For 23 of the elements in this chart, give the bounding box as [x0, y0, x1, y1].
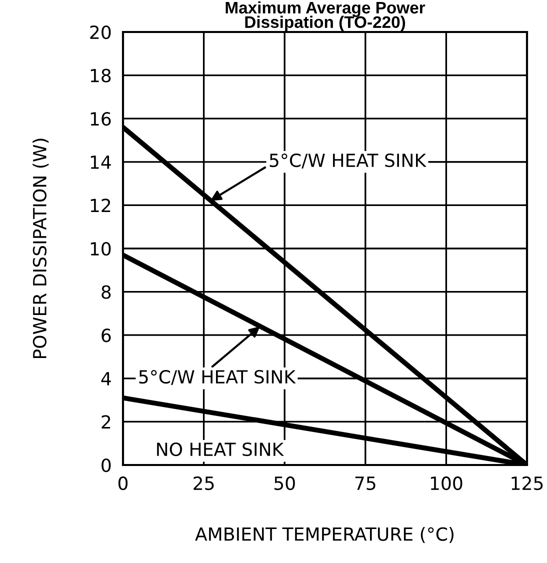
x-tick-label: 0 — [118, 476, 128, 490]
y-tick-label: 6 — [102, 328, 111, 342]
x-tick-label: 25 — [194, 476, 214, 490]
annotation: 5°C/W HEAT SINK — [270, 153, 426, 169]
chart-title: Maximum Average Power Dissipation (TO-220) — [226, 1, 426, 32]
y-tick-label: 16 — [90, 112, 111, 126]
x-tick-label: 75 — [355, 476, 376, 490]
x-axis-title: AMBIENT TEMPERATURE (°C) — [195, 526, 454, 544]
y-tick-label: 0 — [102, 458, 111, 472]
y-tick-label: 20 — [90, 25, 111, 40]
y-tick-label: 4 — [101, 372, 111, 386]
y-tick-label: 12 — [90, 198, 110, 212]
annotation: 5°C/W HEAT SINK — [139, 370, 296, 386]
x-tick-label: 50 — [274, 476, 295, 490]
x-tick-label: 125 — [512, 476, 543, 490]
y-tick-label: 2 — [102, 415, 110, 429]
x-tick-label: 100 — [430, 476, 462, 490]
y-tick-label: 14 — [90, 156, 111, 169]
series-label: NO HEAT SINK — [157, 442, 284, 456]
y-tick-label: 8 — [102, 285, 111, 299]
y-tick-label: 10 — [90, 242, 111, 256]
y-axis-title: POWER DISSIPATION (W) — [32, 138, 49, 358]
y-tick-label: 18 — [90, 68, 111, 82]
